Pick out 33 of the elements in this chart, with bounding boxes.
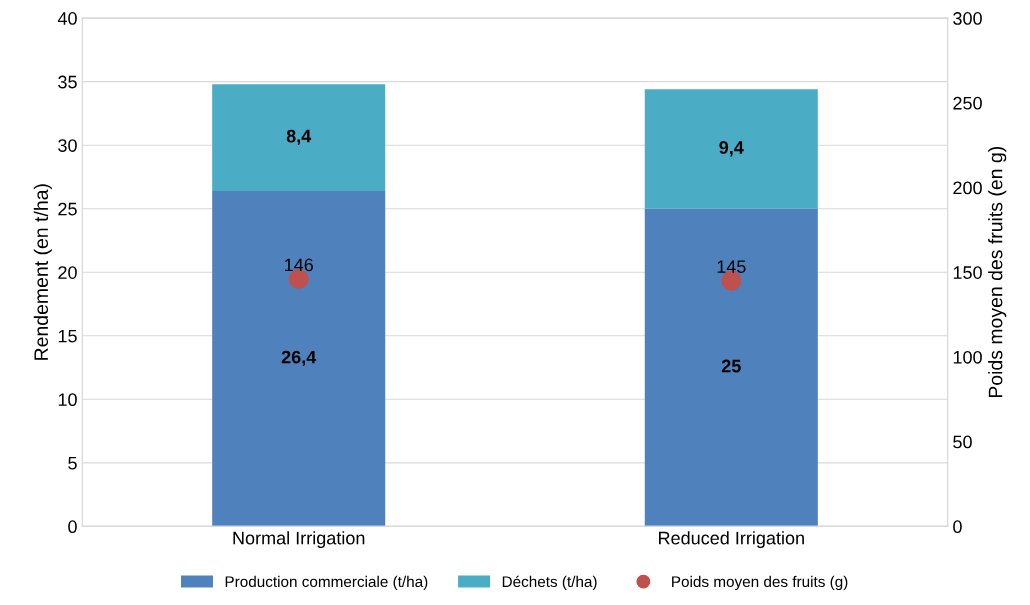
y2-tick-label: 150 <box>953 266 982 279</box>
y2-tick-label: 250 <box>953 96 982 110</box>
bar <box>212 84 386 191</box>
data-label: 146 <box>285 258 313 272</box>
x-tick-label: Reduced Irrigation <box>659 531 804 549</box>
data-label: 9,4 <box>719 141 744 157</box>
y-tick-label: 40 <box>57 12 77 25</box>
legend-label: Déchets (t/ha) <box>502 575 597 591</box>
data-label: 26,4 <box>281 350 317 367</box>
data-label: 25 <box>721 359 741 373</box>
y2-tick-label: 100 <box>953 350 982 364</box>
y2-tick-label: 300 <box>953 12 982 25</box>
y2-axis-title: Poids moyen des fruits (en g) <box>988 147 1007 398</box>
legend-label: Production commerciale (t/ha) <box>225 575 428 591</box>
bar <box>644 89 818 209</box>
y-tick-label: 15 <box>58 329 77 343</box>
y-tick-label: 0 <box>68 520 77 534</box>
data-label: 8,4 <box>286 129 312 146</box>
y-axis-title: Rendement (en t/ha) <box>33 184 52 360</box>
y2-tick-label: 0 <box>953 520 962 534</box>
y-tick-label: 30 <box>58 139 77 152</box>
y-tick-label: 20 <box>58 266 77 279</box>
y-tick-label: 5 <box>68 456 77 470</box>
y2-tick-label: 50 <box>953 435 972 449</box>
y-tick-label: 25 <box>58 202 77 216</box>
data-label: 145 <box>717 260 746 273</box>
y-tick-label: 10 <box>58 393 77 407</box>
legend-label: Poids moyen des fruits (g) <box>672 575 848 591</box>
y-tick-label: 35 <box>58 75 77 89</box>
bar <box>212 190 386 527</box>
y2-tick-label: 200 <box>953 181 982 195</box>
x-tick-label: Normal Irrigation <box>233 531 365 549</box>
bar <box>644 208 818 527</box>
